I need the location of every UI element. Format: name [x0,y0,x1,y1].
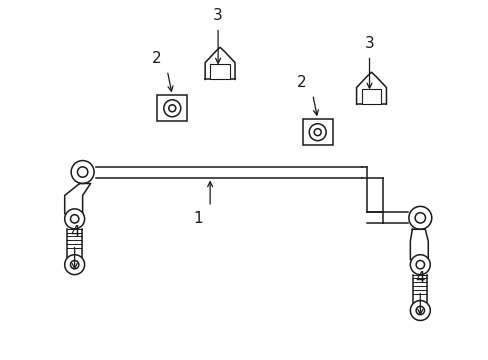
Circle shape [409,301,429,320]
Polygon shape [205,47,235,80]
Circle shape [70,261,79,269]
Text: 4: 4 [70,225,80,240]
Bar [302,119,332,145]
Circle shape [77,167,88,177]
Polygon shape [409,229,427,260]
Circle shape [163,100,181,117]
Polygon shape [356,72,386,104]
Text: 1: 1 [193,211,203,226]
Circle shape [168,105,175,112]
Circle shape [71,161,94,184]
Circle shape [409,255,429,275]
Circle shape [408,206,431,229]
Text: 3: 3 [364,36,374,51]
Bar [157,95,187,121]
Circle shape [314,129,321,136]
Circle shape [64,255,84,275]
Circle shape [414,213,425,223]
Text: 2: 2 [151,51,161,66]
Bar [210,64,229,80]
Polygon shape [64,184,90,214]
Circle shape [415,261,424,269]
Text: 4: 4 [415,271,424,286]
Circle shape [70,215,79,223]
Circle shape [64,209,84,229]
Circle shape [415,306,424,315]
Text: 3: 3 [213,8,223,23]
Bar [361,89,381,104]
Text: 2: 2 [296,75,306,90]
Circle shape [308,124,325,141]
